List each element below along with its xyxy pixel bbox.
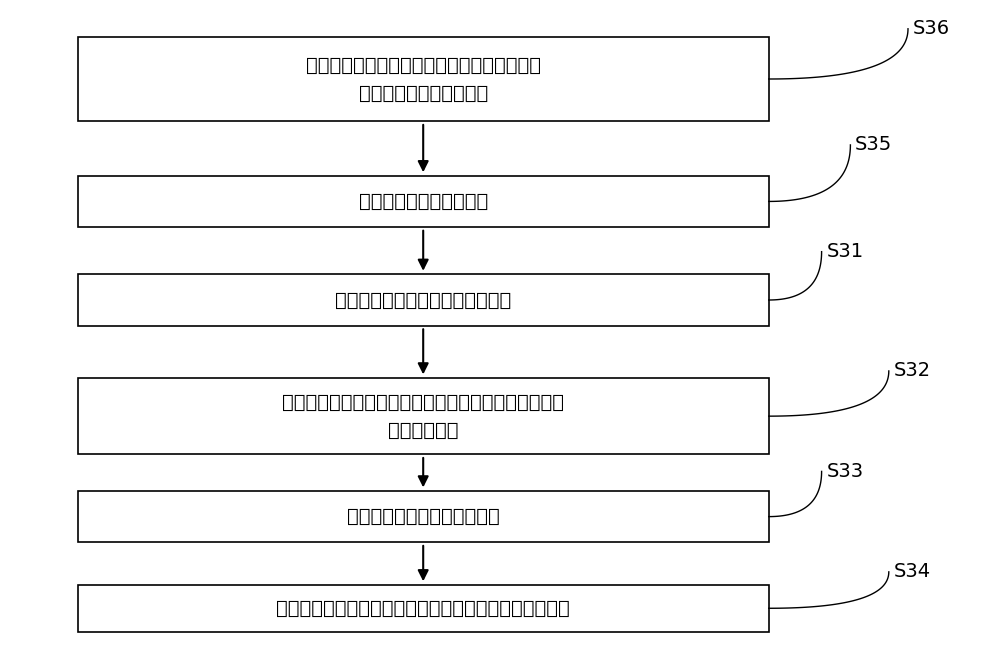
Text: 根据所述位置信息和身高数据调整显示在视力测试装置
上的视标图像: 根据所述位置信息和身高数据调整显示在视力测试装置 上的视标图像 (282, 392, 564, 439)
FancyBboxPatch shape (78, 491, 769, 542)
FancyBboxPatch shape (78, 585, 769, 632)
Text: S34: S34 (894, 562, 931, 581)
Text: S35: S35 (855, 135, 892, 154)
Text: S36: S36 (913, 19, 950, 39)
Text: 获取测试环境的光线强度，根据光线强度调整
视力测试装置的亮度级别: 获取测试环境的光线强度，根据光线强度调整 视力测试装置的亮度级别 (306, 56, 541, 103)
Text: 获取被测试者位置信息和身高数据: 获取被测试者位置信息和身高数据 (335, 290, 511, 309)
Text: 识别被测试者的身份信息: 识别被测试者的身份信息 (359, 192, 488, 211)
Text: 识别被测试者的测试指示方式: 识别被测试者的测试指示方式 (347, 507, 500, 526)
Text: S33: S33 (826, 462, 864, 481)
FancyBboxPatch shape (78, 274, 769, 326)
Text: S32: S32 (894, 362, 931, 381)
FancyBboxPatch shape (78, 37, 769, 122)
FancyBboxPatch shape (78, 176, 769, 227)
FancyBboxPatch shape (78, 378, 769, 455)
Text: 根据识别结果对视力测试装置进行控制完成视力测试过程: 根据识别结果对视力测试装置进行控制完成视力测试过程 (276, 599, 570, 618)
Text: S31: S31 (826, 242, 864, 261)
